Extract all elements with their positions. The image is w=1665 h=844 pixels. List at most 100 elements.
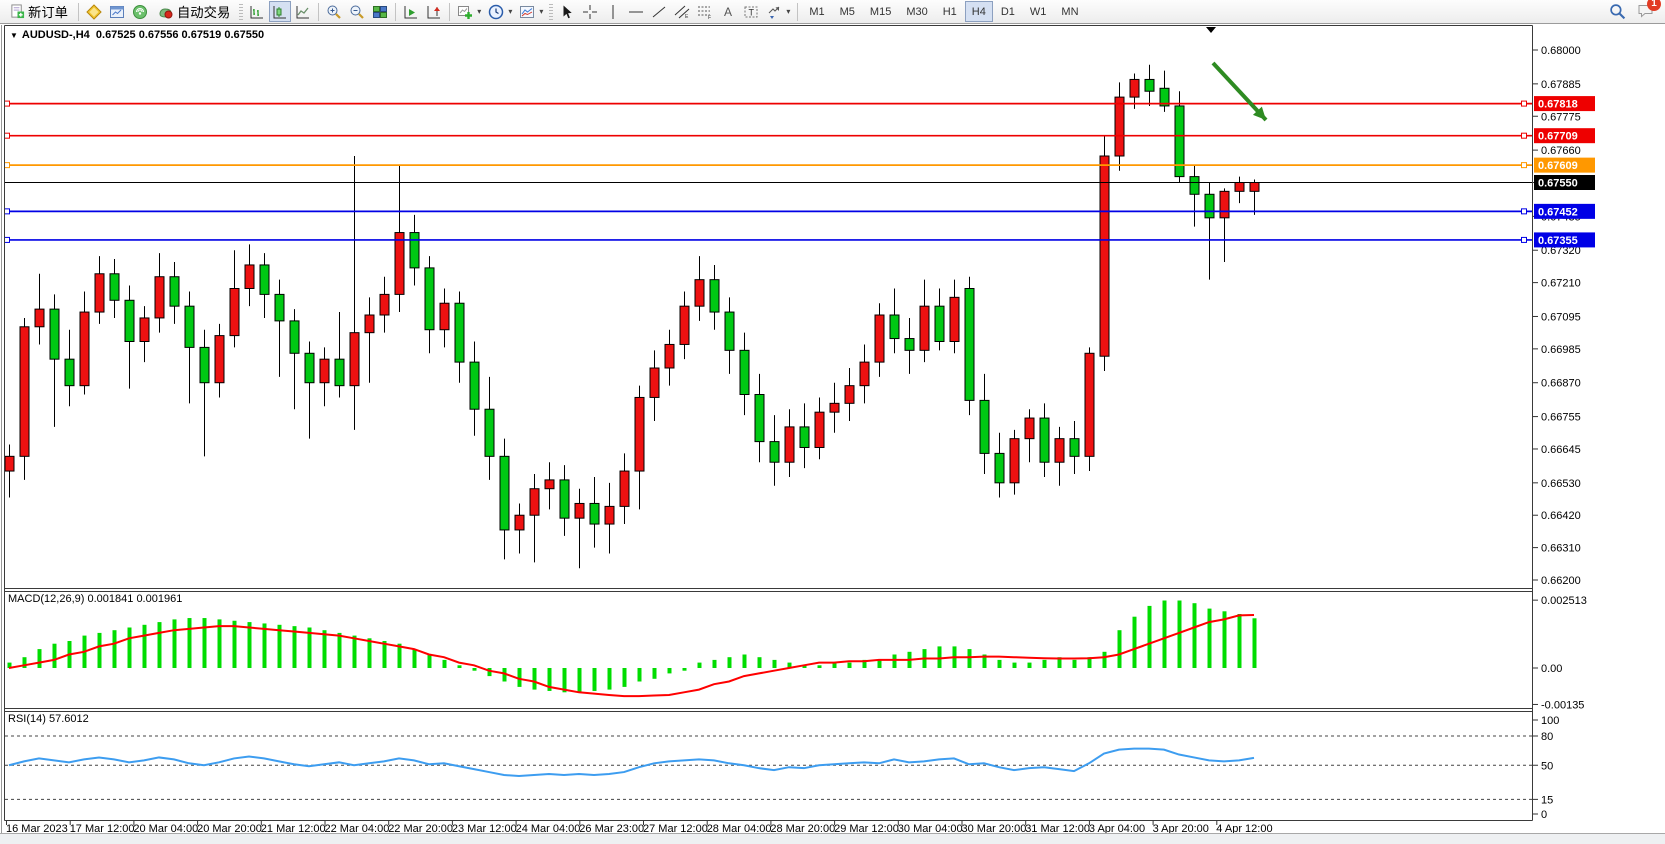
trendline-button[interactable] [648,1,670,22]
macd-histogram-bar [562,668,567,693]
chart-window[interactable]: 0.68000 0.67885 0.67775 0.67660 0.67550 0.674… [0,25,1665,833]
timeframe-m15-button[interactable]: M15 [863,1,898,22]
equidistant-channel-button[interactable]: E [671,1,693,22]
cursor-button[interactable] [556,1,578,22]
rsi-indicator-label: RSI(14) 57.6012 [8,713,89,725]
search-button[interactable] [1606,1,1629,22]
macd-histogram-bar [1027,662,1032,668]
time-tick-label: 28 Mar 20:00 [770,823,835,833]
notifications-button[interactable]: 1 [1637,0,1661,22]
macd-histogram-bar [217,619,222,668]
macd-indicator-label: MACD(12,26,9) 0.001841 0.001961 [8,593,183,605]
candle-body [1024,417,1035,440]
candle-body [1099,155,1110,357]
candle-body [394,232,405,295]
candle-body [154,276,165,319]
price-tick-label: 0.66310 [1541,543,1581,555]
current-price-badge-text: 0.67550 [1538,178,1578,190]
macd-histogram-bar [1012,662,1017,668]
fibonacci-button[interactable]: F [694,1,716,22]
price-tick-label: 0.66420 [1541,510,1581,522]
macd-histogram-bar [142,624,147,668]
new-chart-icon [458,5,473,19]
timeframe-mn-button[interactable]: MN [1054,1,1085,22]
new-order-icon [11,4,25,19]
rsi-panel [5,735,1532,800]
candle-body [1069,438,1080,457]
candle-body [259,264,270,295]
timeframe-m5-button[interactable]: M5 [833,1,862,22]
candlestick-chart-button[interactable] [269,1,292,22]
tile-windows-button[interactable] [369,1,391,22]
candle-body [859,361,870,387]
time-tick-label: 22 Mar 04:00 [325,823,390,833]
macd-histogram-bar [262,623,267,668]
chart-shift-button[interactable] [423,1,445,22]
chart-menu-icon[interactable]: ▼ [10,31,18,40]
chart-canvas[interactable]: 0.68000 0.67885 0.67775 0.67660 0.67550 0.674… [0,25,1665,833]
macd-signal-line [8,614,1255,698]
equidistant-channel-icon: E [675,5,690,20]
macd-histogram-bar [622,668,627,687]
auto-scroll-button[interactable] [400,1,422,22]
macd-histogram-bar [337,632,342,668]
candle-body [1219,190,1230,219]
price-tick-label: 0.66645 [1541,444,1581,456]
autotrade-button[interactable]: 自动交易 [152,1,236,22]
candle-body [49,308,60,360]
macd-histogram-bar [52,643,57,668]
price-tick-label: 0.67095 [1541,311,1581,323]
templates-button[interactable]: ▾ [516,1,546,22]
horizontal-line-button[interactable] [625,1,647,22]
candle-body [904,338,915,351]
timeframe-m1-button[interactable]: M1 [802,1,831,22]
text-button[interactable]: A [717,1,739,22]
timeframe-d1-button[interactable]: D1 [994,1,1022,22]
candle-body [409,232,420,269]
time-tick-label: 21 Mar 12:00 [261,823,326,833]
macd-histogram-bar [487,668,492,677]
macd-histogram-bar [187,618,192,668]
zoom-in-button[interactable] [323,1,345,22]
arrow-objects-button[interactable]: ▾ [763,1,793,22]
candle-body [709,279,720,313]
candle-body [829,402,840,413]
candle-body [349,332,360,387]
price-tick-label: 0.66985 [1541,344,1581,356]
current-price-badge [1534,175,1595,190]
new-chart-button[interactable]: ▾ [454,1,484,22]
candle-body [454,302,465,363]
bar-chart-button[interactable] [246,1,268,22]
macd-histogram-bar [277,624,282,668]
price-line-badge-text: 0.67452 [1538,206,1578,218]
candle-body [169,276,180,307]
macd-histogram-bar [412,649,417,668]
new-order-button[interactable]: 新订单 [4,1,74,22]
price-axis[interactable]: 0.68000 0.67885 0.67775 0.67660 0.67550 0.674… [1533,45,1595,821]
crosshair-button[interactable] [579,1,601,22]
candle-body [529,488,540,516]
signals-button[interactable] [129,1,151,22]
macd-histogram-bar [547,668,552,691]
vertical-line-button[interactable] [602,1,624,22]
macd-histogram-bar [742,654,747,668]
macd-histogram-bar [892,654,897,668]
macd-panel [7,600,1257,698]
timeframe-w1-button[interactable]: W1 [1023,1,1054,22]
zoom-in-icon [327,5,342,19]
candle-body [94,273,105,313]
timeframe-h1-button[interactable]: H1 [936,1,964,22]
zoom-out-button[interactable] [346,1,368,22]
rsi-line [8,747,1255,777]
periods-button[interactable]: ▾ [485,1,515,22]
timeframe-h4-button[interactable]: H4 [964,1,993,22]
candle-body [919,305,930,351]
line-chart-button[interactable] [292,1,314,22]
line-handle [4,100,10,107]
market-watch-button[interactable] [83,1,105,22]
macd-histogram-bar [1147,605,1152,668]
timeframe-m30-button[interactable]: M30 [899,1,934,22]
text-label-button[interactable]: T [740,1,762,22]
chart-windows-button[interactable] [106,1,128,22]
